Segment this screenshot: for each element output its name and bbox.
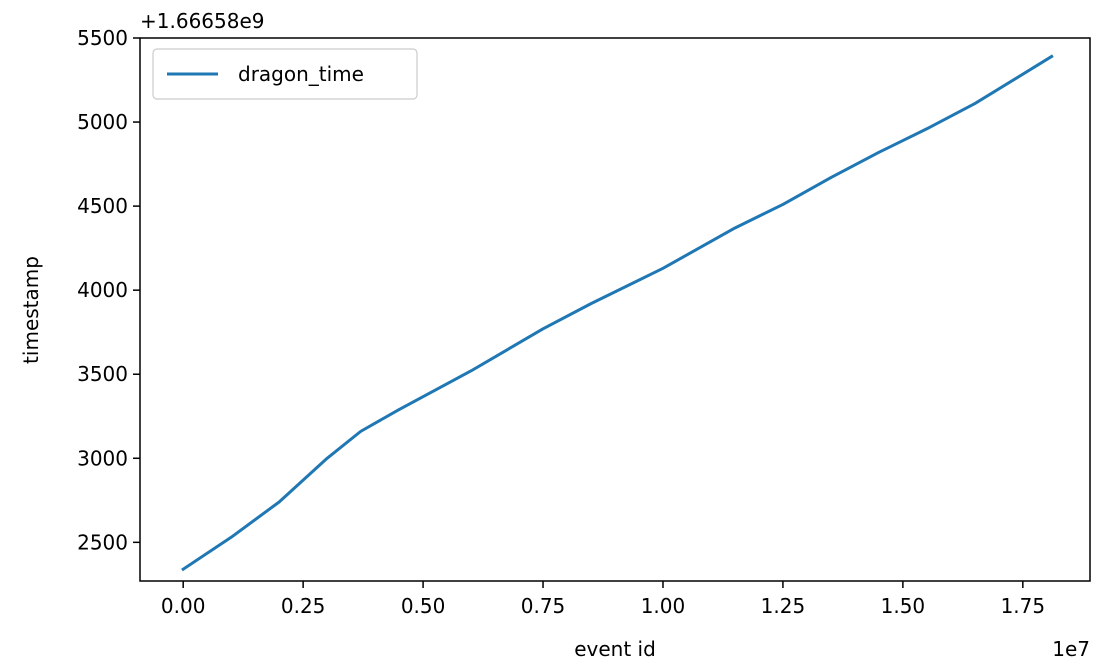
- y-tick-label: 3500: [77, 362, 128, 386]
- x-tick-label: 1.75: [1001, 594, 1046, 618]
- x-tick-label: 1.50: [881, 594, 926, 618]
- y-tick-label: 5500: [77, 26, 128, 50]
- x-tick-label: 0.50: [401, 594, 446, 618]
- y-tick-label: 4500: [77, 194, 128, 218]
- x-tick-label: 0.75: [521, 594, 566, 618]
- legend: dragon_time: [152, 48, 418, 100]
- x-tick-label: 1.00: [641, 594, 686, 618]
- series-line-dragon_time: [181, 54, 1054, 572]
- x-axis-label: event id: [574, 637, 656, 661]
- y-tick-label: 2500: [77, 530, 128, 554]
- y-tick-label: 5000: [77, 110, 128, 134]
- legend-label: dragon_time: [238, 62, 364, 86]
- plot-frame: [139, 37, 1091, 582]
- x-tick-label: 1.25: [761, 594, 806, 618]
- y-axis-label: timestamp: [19, 256, 43, 364]
- x-offset-text: 1e7: [1052, 637, 1090, 661]
- y-offset-text: +1.66658e9: [140, 9, 265, 33]
- x-axis: 0.00 0.25 0.50 0.75 1.00 1.25 1.50 1.75: [161, 581, 1045, 618]
- y-axis: 2500 3000 3500 4000 4500 5000 5500: [77, 26, 140, 554]
- y-tick-label: 4000: [77, 278, 128, 302]
- legend-box: [152, 48, 418, 100]
- series-layer: [181, 54, 1054, 572]
- plot-area: [140, 38, 1090, 581]
- x-tick-label: 0.25: [281, 594, 326, 618]
- x-tick-label: 0.00: [161, 594, 206, 618]
- y-tick-label: 3000: [77, 446, 128, 470]
